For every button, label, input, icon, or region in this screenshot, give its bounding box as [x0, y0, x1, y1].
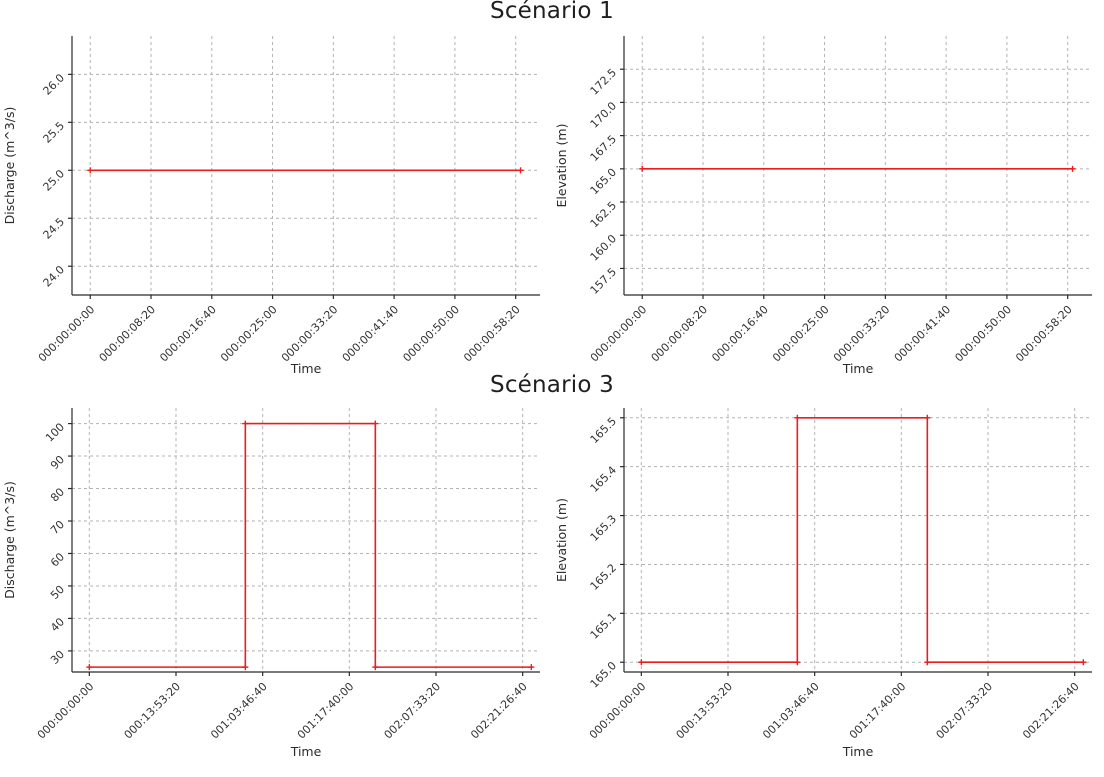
x-tick-label: 001:03:46:40 — [760, 680, 822, 742]
series-markers — [639, 165, 1076, 172]
tick-labels: 000:00:00:00 000:13:53:20 001:03:46:40 001:… — [587, 415, 1082, 742]
y-tick-label: 80 — [48, 485, 67, 504]
grid-lines — [72, 408, 540, 672]
series-markers — [87, 167, 524, 174]
x-tick-label: 001:17:40:00 — [295, 680, 357, 742]
x-tick-label: 002:07:33:20 — [382, 680, 444, 742]
chart-scenario3-elevation: 000:00:00:00 000:13:53:20 001:03:46:40 001:… — [554, 408, 1092, 759]
row2-title: Scénario 3 — [490, 372, 614, 398]
y-tick-label: 100 — [43, 421, 67, 445]
y-tick-label: 165.2 — [588, 561, 619, 592]
x-tick-label: 000:00:50:00 — [952, 303, 1014, 365]
y-tick-label: 162.5 — [588, 199, 619, 230]
y-axis-label: Elevation (m) — [554, 498, 569, 582]
x-tick-label: 000:00:25:00 — [218, 303, 280, 365]
y-axis-label: Elevation (m) — [554, 124, 569, 208]
y-tick-label: 165.3 — [588, 512, 619, 543]
y-tick-label: 172.5 — [588, 66, 619, 97]
grid-lines — [624, 408, 1092, 672]
x-axis-label: Time — [842, 361, 874, 376]
y-tick-label: 165.4 — [588, 464, 619, 495]
axes-spines — [68, 408, 540, 676]
x-tick-label: 001:03:46:40 — [208, 680, 270, 742]
y-tick-label: 165.0 — [588, 659, 619, 690]
x-tick-label: 000:00:00:00 — [35, 680, 97, 742]
x-axis-label: Time — [290, 361, 322, 376]
x-tick-label: 000:00:16:40 — [157, 303, 219, 365]
y-tick-label: 24.0 — [41, 263, 68, 290]
y-tick-label: 165.5 — [588, 415, 619, 446]
x-tick-label: 000:00:16:40 — [709, 303, 771, 365]
x-tick-label: 000:13:53:20 — [122, 680, 184, 742]
tick-labels: 000:00:00:00 000:13:53:20 001:03:46:40 001:… — [35, 421, 530, 742]
y-tick-label: 165.0 — [588, 166, 619, 197]
row1-title: Scénario 1 — [490, 0, 614, 24]
series-markers — [86, 420, 535, 671]
x-tick-label: 000:00:50:00 — [400, 303, 462, 365]
y-tick-label: 160.0 — [588, 232, 619, 263]
y-tick-label: 165.1 — [588, 610, 619, 641]
x-tick-label: 000:00:58:20 — [1013, 303, 1075, 365]
grid-lines — [624, 36, 1092, 295]
series-line — [89, 422, 532, 668]
tick-labels: 000:00:00:00 000:00:08:20 000:00:16:40 000:… — [588, 66, 1075, 364]
x-tick-label: 001:17:40:00 — [847, 680, 909, 742]
y-tick-label: 25.0 — [41, 167, 68, 194]
chart-scenario1-discharge: 000:00:00:00 000:00:08:20 000:00:16:40 000:… — [2, 36, 540, 376]
y-tick-label: 30 — [48, 648, 67, 667]
x-tick-label: 000:13:53:20 — [674, 680, 736, 742]
y-tick-label: 40 — [48, 615, 67, 634]
grid-lines — [72, 36, 540, 295]
axes-spines — [620, 36, 1092, 299]
axes-spines — [620, 408, 1092, 676]
series-markers — [638, 414, 1087, 666]
y-tick-label: 170.0 — [588, 99, 619, 130]
x-tick-label: 000:00:58:20 — [461, 303, 523, 365]
x-tick-label: 000:00:00:00 — [36, 303, 98, 365]
axes-spines — [68, 36, 540, 299]
y-tick-label: 70 — [48, 518, 67, 537]
chart-scenario1-elevation: 000:00:00:00 000:00:08:20 000:00:16:40 000:… — [554, 36, 1092, 376]
y-tick-label: 26.0 — [41, 71, 68, 98]
x-tick-label: 000:00:00:00 — [588, 303, 650, 365]
x-tick-label: 000:00:08:20 — [97, 303, 159, 365]
y-tick-label: 157.5 — [588, 265, 619, 296]
x-axis-label: Time — [290, 744, 322, 759]
y-tick-label: 24.5 — [41, 215, 68, 242]
x-tick-label: 002:21:26:40 — [468, 680, 530, 742]
x-tick-label: 000:00:08:20 — [649, 303, 711, 365]
y-axis-label: Discharge (m^3/s) — [2, 481, 17, 599]
y-tick-label: 90 — [48, 453, 67, 472]
x-tick-label: 000:00:33:20 — [279, 303, 341, 365]
x-tick-label: 000:00:41:40 — [892, 303, 954, 365]
x-tick-label: 000:00:25:00 — [770, 303, 832, 365]
y-axis-label: Discharge (m^3/s) — [2, 107, 17, 225]
x-axis-label: Time — [842, 744, 874, 759]
y-tick-label: 167.5 — [588, 133, 619, 164]
y-tick-label: 25.5 — [41, 119, 68, 146]
x-tick-label: 000:00:33:20 — [831, 303, 893, 365]
x-tick-label: 000:00:41:40 — [340, 303, 402, 365]
series-line — [641, 416, 1084, 664]
y-tick-label: 60 — [48, 550, 67, 569]
y-tick-label: 50 — [48, 583, 67, 602]
chart-scenario3-discharge: 000:00:00:00 000:13:53:20 001:03:46:40 001:… — [2, 408, 540, 759]
x-tick-label: 002:21:26:40 — [1020, 680, 1082, 742]
x-tick-label: 002:07:33:20 — [934, 680, 996, 742]
